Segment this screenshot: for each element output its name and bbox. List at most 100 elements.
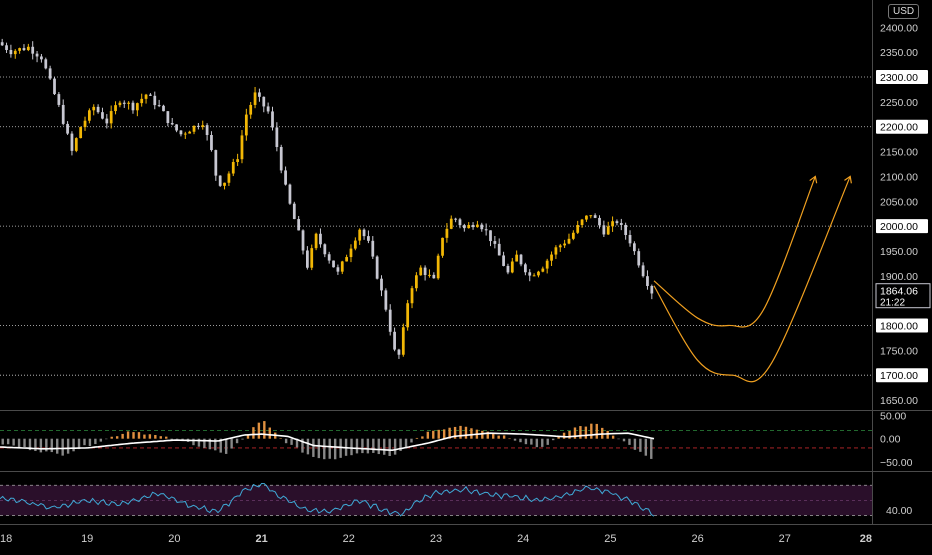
macd-histogram-bar bbox=[17, 438, 21, 448]
candle-body bbox=[183, 133, 187, 135]
candle-body bbox=[166, 111, 170, 124]
candle-body bbox=[205, 125, 209, 136]
candle-body bbox=[74, 138, 78, 151]
candle-body bbox=[563, 243, 566, 246]
candle-body bbox=[345, 257, 348, 262]
candle-body bbox=[101, 112, 104, 119]
projection-arrowhead bbox=[844, 175, 852, 184]
macd-histogram-bar bbox=[115, 436, 119, 439]
candle-body bbox=[83, 120, 87, 128]
candle-body bbox=[53, 78, 56, 95]
candle-body bbox=[18, 48, 21, 51]
level-label: 1800.00 bbox=[880, 321, 918, 333]
macd-histogram-bar bbox=[192, 438, 195, 446]
level-label-box bbox=[876, 219, 928, 234]
macd-histogram-bar bbox=[257, 422, 261, 439]
macd-histogram-bar bbox=[137, 432, 141, 439]
candle-body bbox=[545, 260, 549, 269]
candle-body bbox=[127, 102, 130, 104]
candle-body bbox=[275, 127, 279, 147]
macd-histogram-bar bbox=[241, 438, 244, 440]
candle-body bbox=[306, 250, 309, 268]
time-axis-label: 28 bbox=[860, 533, 872, 545]
candle-body bbox=[388, 309, 392, 332]
macd-histogram-bar bbox=[148, 434, 152, 439]
macd-histogram-bar bbox=[34, 438, 37, 452]
candle-body bbox=[44, 59, 48, 69]
candle-body bbox=[489, 230, 492, 242]
macd-histogram-bar bbox=[568, 430, 571, 439]
candle-body bbox=[0, 42, 4, 46]
candle-body bbox=[484, 229, 488, 231]
candle-body bbox=[428, 274, 431, 276]
candle-body bbox=[118, 102, 122, 106]
candle-body bbox=[179, 130, 183, 135]
macd-histogram-bar bbox=[110, 436, 113, 439]
candle-body bbox=[149, 94, 152, 96]
macd-histogram-bar bbox=[595, 423, 598, 439]
candle-body bbox=[13, 50, 17, 55]
candle-body bbox=[454, 218, 457, 220]
candle-body bbox=[114, 105, 117, 112]
macd-histogram-bar bbox=[83, 438, 86, 446]
candle-body bbox=[650, 285, 654, 294]
candle-body bbox=[432, 274, 436, 279]
candle-body bbox=[297, 219, 301, 231]
candle-body bbox=[641, 265, 645, 277]
price-axis-tick-label: 1900.00 bbox=[880, 271, 918, 283]
candle-body bbox=[415, 275, 418, 289]
macd-histogram-bar bbox=[94, 438, 97, 445]
macd-histogram-bar bbox=[372, 438, 375, 453]
candle-body bbox=[410, 288, 414, 304]
level-label: 2300.00 bbox=[880, 72, 918, 84]
macd-histogram-bar bbox=[159, 436, 162, 439]
candle-body bbox=[157, 105, 161, 107]
macd-histogram-bar bbox=[252, 427, 255, 439]
candle-body bbox=[249, 104, 253, 115]
candle-body bbox=[393, 331, 396, 350]
macd-histogram-bar bbox=[453, 426, 457, 439]
macd-histogram-bar bbox=[421, 436, 424, 439]
level-label-box bbox=[876, 318, 928, 333]
candle-body bbox=[541, 268, 545, 272]
price-axis-tick-label: 2050.00 bbox=[880, 196, 918, 208]
macd-histogram-bar bbox=[622, 438, 626, 442]
macd-histogram-bar bbox=[61, 438, 64, 456]
candle-body bbox=[175, 124, 178, 131]
macd-histogram-bar bbox=[633, 438, 637, 450]
candle-body bbox=[240, 135, 244, 160]
candle-body bbox=[593, 215, 597, 218]
price-axis-tick-label: 2400.00 bbox=[880, 22, 918, 34]
macd-histogram-bar bbox=[219, 438, 222, 453]
macd-histogram-bar bbox=[426, 431, 430, 439]
candle-body bbox=[105, 118, 109, 124]
countdown-label: 21:22 bbox=[880, 298, 905, 309]
candle-body bbox=[223, 182, 226, 186]
time-axis-label: 21 bbox=[255, 533, 267, 545]
currency-badge[interactable]: USD bbox=[888, 4, 920, 19]
last-price-label: 1864.06 bbox=[880, 286, 918, 298]
candle-body bbox=[585, 215, 588, 220]
candle-body bbox=[615, 221, 619, 224]
macd-histogram-bar bbox=[617, 438, 620, 440]
level-label: 2200.00 bbox=[880, 122, 918, 134]
macd-histogram-bar bbox=[551, 438, 555, 441]
candle-body bbox=[611, 221, 614, 227]
macd-histogram-bar bbox=[562, 432, 566, 439]
macd-histogram-bar bbox=[584, 426, 588, 439]
candle-body bbox=[288, 184, 292, 204]
macd-histogram-bar bbox=[541, 438, 544, 447]
macd-histogram-bar bbox=[513, 438, 517, 441]
macd-histogram-bar bbox=[350, 438, 353, 456]
macd-histogram-bar bbox=[279, 438, 282, 439]
macd-histogram-bar bbox=[530, 438, 533, 445]
macd-histogram-bar bbox=[470, 428, 473, 439]
candle-body bbox=[227, 173, 231, 183]
macd-histogram-bar bbox=[203, 438, 206, 448]
candle-body bbox=[262, 96, 266, 107]
candle-body bbox=[131, 102, 135, 111]
macd-histogram-bar bbox=[263, 421, 266, 439]
candle-body bbox=[170, 123, 174, 125]
